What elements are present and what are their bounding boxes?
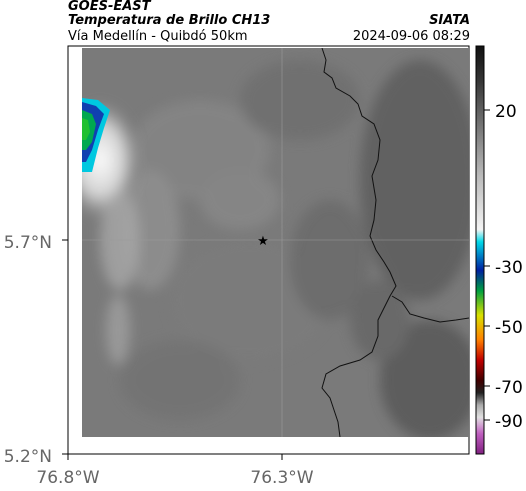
colorbar (475, 45, 485, 455)
star-marker: ★ (257, 234, 269, 249)
product-name: GOES-EAST (68, 0, 151, 14)
map-title: Temperatura de Brillo CH13 (68, 13, 271, 28)
colorbar-ticks: 20 -30 -50 -70 -90 (484, 102, 523, 432)
colorbar-tick-label-20: 20 (495, 102, 517, 122)
lat-tick-label-5-2: 5.2°N (4, 447, 52, 467)
lat-tick-label-5-7: 5.7°N (4, 233, 52, 253)
colorbar-tick-label-minus70: -70 (495, 378, 523, 398)
satellite-image (82, 48, 469, 437)
colorbar-tick-label-minus90: -90 (495, 412, 523, 432)
organization-label: SIATA (429, 13, 470, 28)
colorbar-tick-label-minus50: -50 (495, 318, 523, 338)
datetime-label: 2024-09-06 08:29 (352, 29, 470, 44)
department-border (321, 48, 397, 437)
map-subtitle: Vía Medellín - Quibdó 50km (68, 29, 248, 44)
colorbar-tick-label-minus30: -30 (495, 258, 523, 278)
lon-tick-label-76-8: 76.8°W (36, 468, 99, 488)
lon-tick-label-76-3: 76.3°W (250, 468, 313, 488)
department-border-east (391, 295, 469, 323)
